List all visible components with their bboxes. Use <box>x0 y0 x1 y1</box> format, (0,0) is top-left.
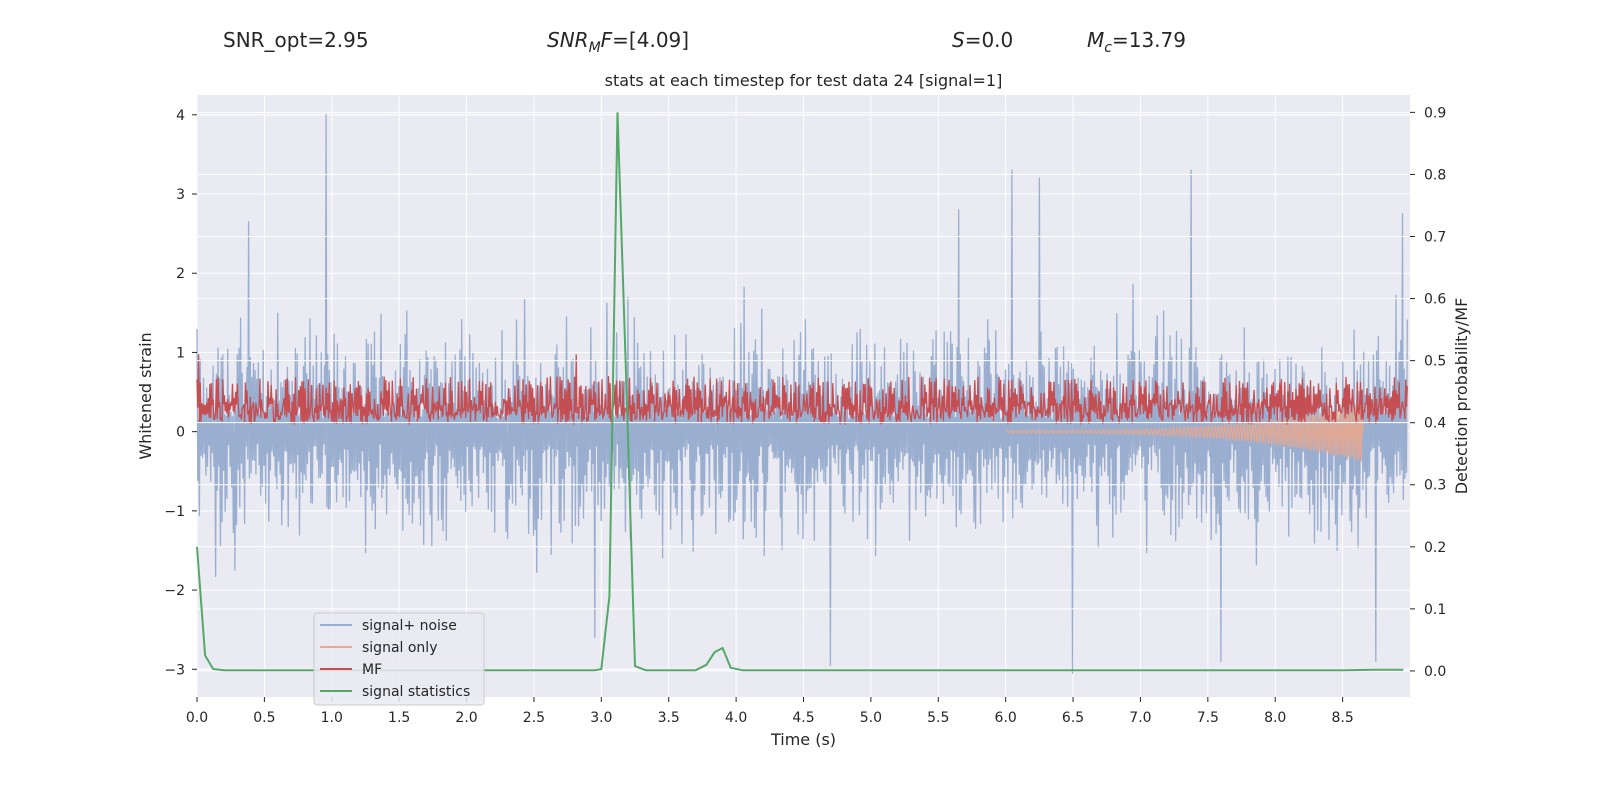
mc-symbol: M <box>1087 28 1105 52</box>
noise-line <box>196 114 1408 674</box>
legend-box <box>313 612 485 706</box>
x-tick-label: 2.5 <box>523 710 545 726</box>
y-left-tick-label: −1 <box>164 504 185 520</box>
x-tick-label: 5.0 <box>860 710 882 726</box>
x-tick-label: 3.5 <box>658 710 680 726</box>
legend: signal+ noise signal only MF signal statist… <box>313 612 485 706</box>
y-right-tick-label: 0.3 <box>1424 478 1446 494</box>
mc-value: =13.79 <box>1111 28 1186 52</box>
x-tick-label: 8.0 <box>1264 710 1286 726</box>
s-symbol: S <box>952 28 965 52</box>
signal-line <box>1005 404 1365 462</box>
mf-line <box>196 354 1408 425</box>
stats-line <box>196 112 1404 672</box>
x-tick-label: 2.0 <box>455 710 477 726</box>
legend-label: signal only <box>362 640 437 656</box>
y-right-tick-label: 0.8 <box>1424 167 1446 183</box>
y-right-tick-label: 0.9 <box>1424 105 1446 121</box>
y-left-tick-label: −3 <box>164 662 185 678</box>
y-right-tick-label: 0.7 <box>1424 230 1446 246</box>
x-tick-label: 0.5 <box>253 710 275 726</box>
legend-label: signal+ noise <box>362 618 457 634</box>
snr-opt-text: SNR_opt=2.95 <box>223 28 369 52</box>
s-label: S=0.0 <box>952 28 1013 52</box>
y-left-tick-label: 0 <box>176 425 185 441</box>
snr-mf-value: =[4.09] <box>612 28 690 52</box>
snr-mf-sub: M <box>588 40 601 56</box>
y-right-tick-label: 0.0 <box>1424 664 1446 680</box>
x-tick-label: 6.5 <box>1062 710 1084 726</box>
x-tick-label: 5.5 <box>927 710 949 726</box>
x-tick-label: 4.5 <box>792 710 814 726</box>
snr-opt-label: SNR_opt=2.95 <box>223 28 369 52</box>
x-tick-label: 1.0 <box>321 710 343 726</box>
snr-mf-tail: F <box>600 28 613 52</box>
y-right-tick-label: 0.1 <box>1424 602 1446 618</box>
y-right-tick-label: 0.5 <box>1424 354 1446 370</box>
series-signal-noise <box>196 114 1408 674</box>
y-axis-right-label: Detection probability/MF <box>1452 298 1471 495</box>
x-tick-label: 8.5 <box>1331 710 1353 726</box>
y-left-tick-label: 4 <box>176 108 185 124</box>
y-left-tick-label: 3 <box>176 187 185 203</box>
x-tick-label: 3.0 <box>590 710 612 726</box>
y-right-tick-label: 0.2 <box>1424 540 1446 556</box>
x-tick-label: 7.5 <box>1197 710 1219 726</box>
s-value: =0.0 <box>964 28 1014 52</box>
y-right-tick-label: 0.6 <box>1424 292 1446 308</box>
y-axis-left-label: Whitened strain <box>136 332 155 459</box>
axes-layer: 0.0 0.5 1.0 1.5 2.0 2.5 3.0 3.5 4.0 4.5 5.0 5.5 6.0 6… <box>164 105 1446 726</box>
legend-label: signal statistics <box>362 684 470 700</box>
y-left-tick-label: 2 <box>176 266 185 282</box>
y-right-tick-label: 0.4 <box>1424 416 1446 432</box>
x-tick-label: 1.5 <box>388 710 410 726</box>
snr-mf-base: SNR <box>547 28 589 52</box>
x-tick-label: 4.0 <box>725 710 747 726</box>
x-tick-label: 6.0 <box>995 710 1017 726</box>
x-axis-label: Time (s) <box>770 730 836 749</box>
snr-mf-label: SNRMF=[4.09] <box>547 28 689 56</box>
mc-sub: c <box>1104 40 1112 56</box>
y-left-tick-label: 1 <box>176 345 185 361</box>
series-signal-statistics <box>196 112 1404 672</box>
chart-title: stats at each timestep for test data 24 … <box>605 71 1003 90</box>
x-tick-label: 0.0 <box>186 710 208 726</box>
series-mf <box>196 354 1408 425</box>
x-tick-label: 7.0 <box>1129 710 1151 726</box>
mc-label: Mc=13.79 <box>1087 28 1186 56</box>
series-signal-only <box>1005 404 1365 462</box>
legend-label: MF <box>362 662 382 678</box>
y-left-tick-label: −2 <box>164 583 185 599</box>
